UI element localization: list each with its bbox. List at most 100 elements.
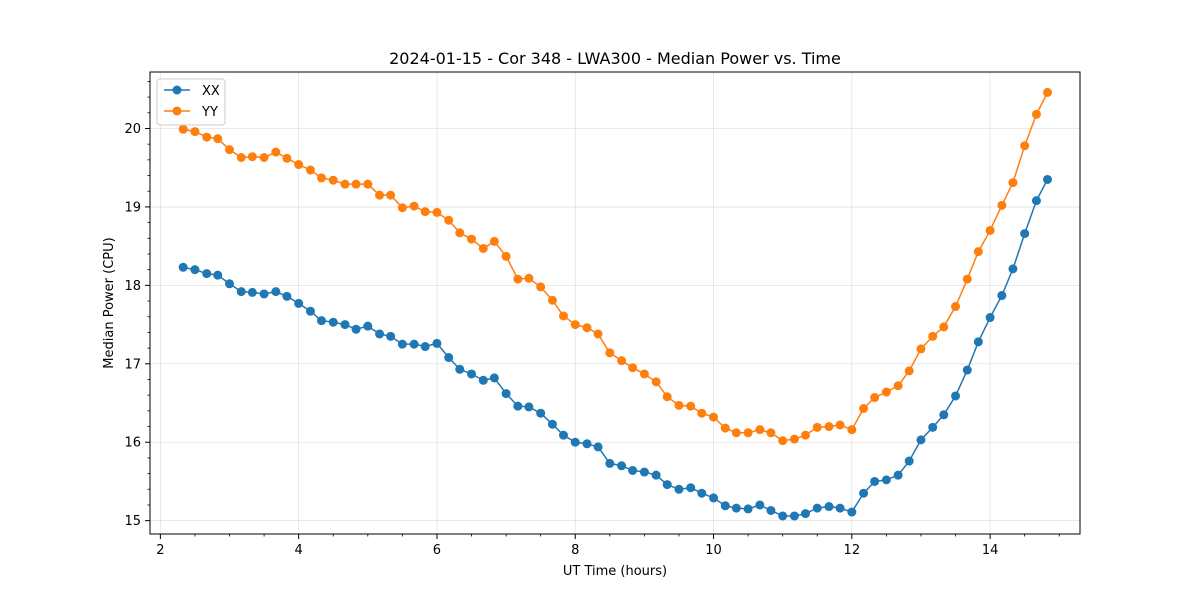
data-point-yy bbox=[651, 377, 661, 387]
data-point-yy bbox=[674, 400, 684, 410]
data-point-yy bbox=[259, 153, 269, 162]
data-point-xx bbox=[778, 511, 788, 521]
data-point-yy bbox=[236, 153, 246, 162]
data-point-xx bbox=[674, 484, 684, 494]
data-point-yy bbox=[916, 344, 926, 354]
data-point-yy bbox=[1020, 141, 1030, 151]
data-point-yy bbox=[709, 412, 719, 422]
data-point-yy bbox=[973, 247, 983, 257]
data-point-yy bbox=[225, 145, 235, 155]
data-point-xx bbox=[662, 480, 672, 490]
y-tick-label: 18 bbox=[124, 279, 141, 294]
data-point-yy bbox=[985, 225, 995, 235]
data-point-yy bbox=[247, 152, 257, 162]
data-point-yy bbox=[409, 201, 419, 211]
data-point-yy bbox=[478, 243, 488, 253]
data-point-yy bbox=[202, 132, 212, 142]
data-point-yy bbox=[824, 422, 834, 432]
data-point-xx bbox=[316, 316, 326, 326]
data-point-yy bbox=[870, 393, 880, 403]
data-point-xx bbox=[202, 269, 212, 279]
data-point-xx bbox=[570, 437, 580, 447]
data-point-yy bbox=[939, 322, 949, 332]
x-tick-label: 8 bbox=[571, 543, 579, 558]
data-point-xx bbox=[743, 504, 753, 514]
data-point-yy bbox=[893, 381, 903, 391]
data-point-yy bbox=[570, 320, 580, 330]
data-point-yy bbox=[639, 369, 649, 379]
data-point-xx bbox=[639, 467, 649, 477]
legend-dot-yy bbox=[172, 106, 182, 116]
data-point-yy bbox=[524, 273, 534, 283]
data-point-yy bbox=[213, 134, 223, 144]
data-point-yy bbox=[859, 404, 869, 413]
grid bbox=[150, 72, 1080, 534]
data-point-xx bbox=[709, 493, 719, 503]
data-point-xx bbox=[812, 503, 822, 513]
data-point-xx bbox=[800, 509, 810, 519]
data-point-xx bbox=[904, 456, 914, 466]
data-point-yy bbox=[593, 329, 603, 339]
data-point-xx bbox=[432, 338, 442, 348]
data-point-xx bbox=[178, 262, 188, 272]
data-point-xx bbox=[375, 329, 385, 339]
data-point-xx bbox=[605, 458, 615, 468]
data-point-xx bbox=[547, 419, 557, 429]
data-point-xx bbox=[397, 339, 407, 349]
data-point-yy bbox=[558, 311, 568, 321]
data-point-xx bbox=[928, 422, 938, 432]
data-point-yy bbox=[351, 179, 361, 189]
y-tick-label: 17 bbox=[124, 357, 141, 372]
data-point-xx bbox=[962, 365, 972, 375]
data-point-xx bbox=[1008, 264, 1018, 274]
data-point-xx bbox=[282, 291, 292, 301]
data-point-yy bbox=[363, 179, 373, 189]
data-point-yy bbox=[1008, 178, 1018, 188]
data-point-yy bbox=[375, 190, 385, 200]
series-line-xx bbox=[183, 179, 1049, 517]
data-point-xx bbox=[351, 324, 361, 334]
data-point-xx bbox=[1020, 229, 1030, 239]
data-point-yy bbox=[271, 147, 281, 157]
x-axis-label: UT Time (hours) bbox=[563, 564, 667, 579]
data-point-yy bbox=[501, 251, 511, 261]
data-point-yy bbox=[547, 295, 557, 305]
data-point-yy bbox=[847, 425, 857, 435]
y-axis-ticks: 15 16 17 18 19 20 bbox=[124, 81, 150, 529]
data-point-yy bbox=[951, 302, 961, 312]
data-point-xx bbox=[731, 503, 741, 513]
data-point-xx bbox=[489, 373, 499, 383]
data-point-xx bbox=[582, 439, 592, 449]
data-point-xx bbox=[997, 291, 1007, 301]
data-point-xx bbox=[1043, 174, 1052, 184]
data-point-xx bbox=[455, 364, 465, 374]
legend-dot-xx bbox=[172, 85, 182, 95]
data-point-yy bbox=[316, 173, 326, 183]
data-point-yy bbox=[800, 430, 810, 440]
data-point-xx bbox=[628, 465, 638, 475]
data-point-xx bbox=[847, 507, 857, 517]
data-point-xx bbox=[755, 500, 765, 510]
data-point-xx bbox=[824, 502, 834, 512]
data-point-xx bbox=[225, 279, 235, 289]
data-point-xx bbox=[386, 331, 396, 341]
data-point-xx bbox=[478, 375, 488, 385]
data-point-yy bbox=[467, 234, 477, 244]
data-point-yy bbox=[190, 127, 200, 137]
data-point-yy bbox=[1043, 87, 1052, 97]
data-point-xx bbox=[190, 265, 200, 275]
data-point-xx bbox=[213, 270, 223, 280]
data-point-yy bbox=[1031, 109, 1041, 119]
data-point-yy bbox=[605, 348, 615, 358]
legend: XX YY bbox=[156, 78, 226, 126]
data-point-xx bbox=[1031, 196, 1041, 206]
data-point-xx bbox=[236, 287, 246, 297]
legend-label-yy: YY bbox=[201, 105, 218, 120]
data-point-xx bbox=[985, 313, 995, 323]
data-point-yy bbox=[904, 366, 914, 376]
series-layer bbox=[178, 87, 1052, 521]
data-point-yy bbox=[697, 408, 707, 418]
data-point-yy bbox=[766, 428, 776, 438]
y-tick-label: 16 bbox=[124, 436, 141, 451]
